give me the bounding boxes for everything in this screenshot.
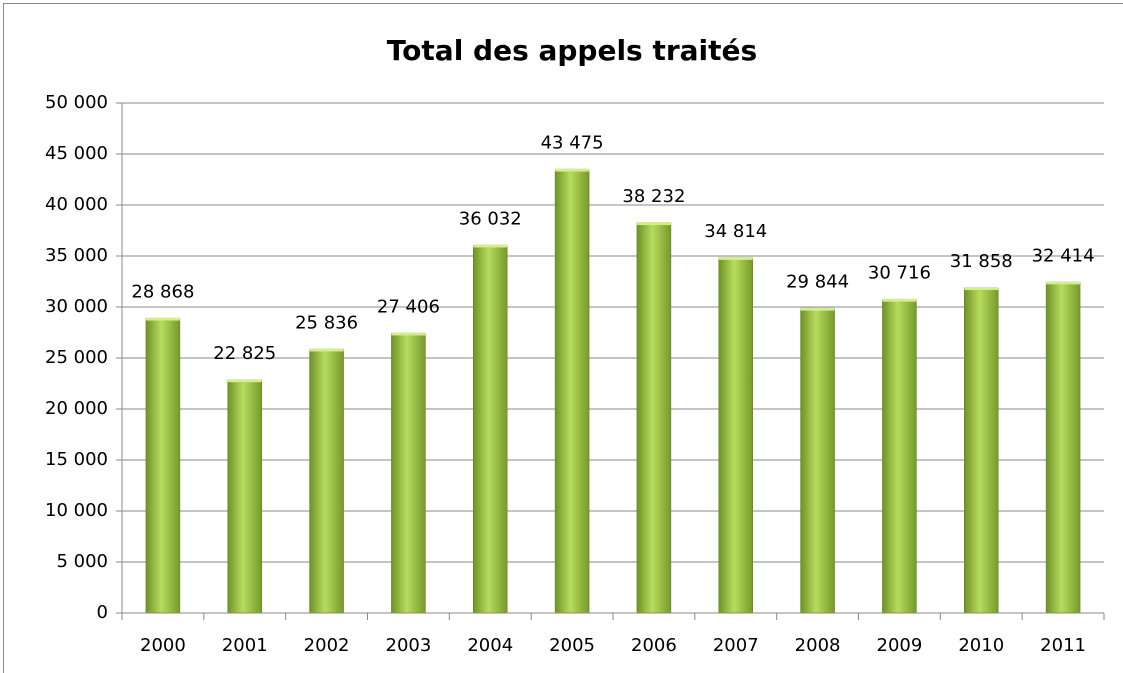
bar	[145, 318, 181, 614]
y-tick-label: 45 000	[45, 143, 108, 164]
value-label: 29 844	[786, 272, 849, 293]
value-label: 32 414	[1032, 245, 1095, 266]
y-tick-label: 20 000	[45, 398, 108, 419]
bar-top	[473, 244, 508, 248]
bar	[800, 308, 835, 614]
x-tick-label: 2009	[877, 635, 923, 656]
chart-title: Total des appels traités	[387, 34, 757, 67]
bar-top	[309, 348, 344, 352]
bar	[309, 349, 344, 614]
x-tick-label: 2001	[222, 635, 268, 656]
y-tick-label: 5 000	[56, 551, 108, 572]
x-tick-label: 2007	[713, 635, 759, 656]
y-tick-label: 15 000	[45, 449, 108, 470]
x-tick-label: 2005	[549, 635, 595, 656]
y-tick-label: 50 000	[45, 92, 108, 113]
bar	[636, 222, 672, 614]
bar-top	[964, 287, 999, 291]
bar	[718, 257, 753, 614]
value-label: 34 814	[704, 221, 767, 242]
x-tick-label: 2011	[1040, 635, 1086, 656]
bar-top	[882, 298, 917, 302]
y-tick-label: 35 000	[45, 245, 108, 266]
bar-top	[391, 332, 426, 336]
x-tick-label: 2002	[304, 635, 350, 656]
x-tick-label: 2008	[795, 635, 841, 656]
value-label: 25 836	[295, 312, 358, 333]
x-tick-label: 2003	[386, 635, 432, 656]
value-label: 22 825	[213, 343, 276, 364]
x-tick-label: 2006	[631, 635, 677, 656]
bar	[227, 379, 262, 614]
bar	[1045, 282, 1081, 614]
value-label: 27 406	[377, 296, 440, 317]
bar	[964, 287, 999, 614]
y-tick-label: 10 000	[45, 500, 108, 521]
value-label: 36 032	[459, 208, 522, 229]
y-tick-label: 30 000	[45, 296, 108, 317]
y-tick-label: 25 000	[45, 347, 108, 368]
bar-top	[800, 307, 835, 311]
bar-top	[636, 222, 671, 226]
value-label: 30 716	[868, 263, 931, 284]
bar-top	[1046, 281, 1081, 285]
value-label: 38 232	[622, 186, 685, 207]
value-label: 43 475	[541, 133, 604, 154]
bar	[554, 169, 590, 614]
value-label: 28 868	[131, 282, 194, 303]
value-label: 31 858	[950, 251, 1013, 272]
bar	[882, 299, 917, 614]
bar-top	[227, 379, 262, 383]
x-tick-label: 2000	[140, 635, 186, 656]
bar-top	[555, 168, 590, 172]
y-tick-label: 40 000	[45, 194, 108, 215]
x-tick-label: 2010	[958, 635, 1004, 656]
bar-top	[145, 317, 180, 321]
bar	[391, 333, 426, 614]
bar-top	[718, 256, 753, 260]
bar	[473, 245, 508, 614]
y-tick-label: 0	[97, 602, 108, 623]
x-tick-label: 2004	[467, 635, 513, 656]
